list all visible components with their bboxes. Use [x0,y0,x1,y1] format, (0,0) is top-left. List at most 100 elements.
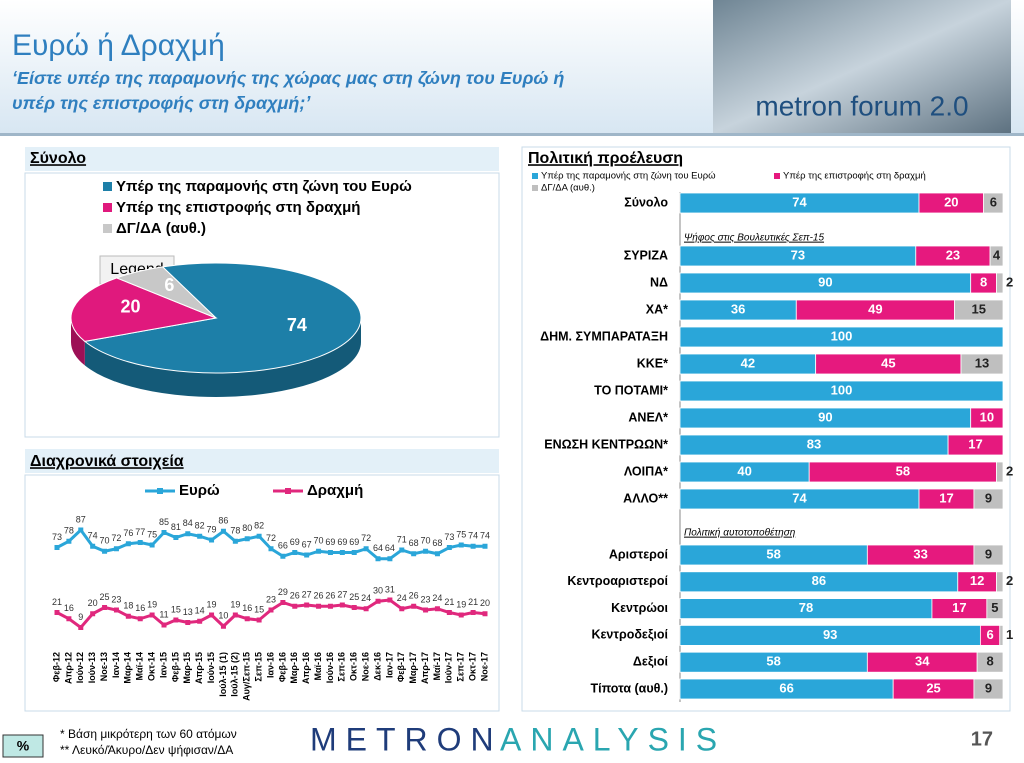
point [66,616,72,622]
bar-segment [954,299,1004,321]
brand: METRON [310,721,503,757]
point [102,605,108,610]
panel-title: Διαχρονικά στοιχεία [30,453,184,470]
data-label: 73 [444,532,454,542]
point [458,612,464,618]
x-tick-label: Απρ-16 [301,652,311,684]
point [209,612,215,618]
category-label: Κεντροδεξιοί [591,628,668,642]
pie-side [71,318,85,366]
data-label: 78 [64,526,74,536]
legend-swatch [532,173,538,179]
point [268,546,274,552]
x-tick-label: Μαρ-15 [182,652,192,684]
legend-label: Ευρώ [179,482,220,499]
data-label: 82 [254,521,264,531]
data-label: 10 [218,611,228,621]
brand: ANALYSIS [500,721,726,757]
legend-marker [285,488,291,494]
data-label: 100 [831,382,853,397]
data-label: 25 [926,680,940,695]
data-label: 74 [287,315,307,335]
data-label: 70 [314,536,324,546]
pie-slice [83,262,362,374]
point [102,548,108,554]
category-label: Σύνολο [624,195,668,209]
data-label: 25 [349,592,359,602]
data-label: 93 [823,627,837,642]
data-label: 17 [952,600,966,615]
point [470,543,476,549]
legend-swatch [103,182,112,191]
x-tick-label: Νοε-17 [479,652,489,681]
data-label: 25 [100,592,110,602]
data-label: 6 [986,627,993,642]
x-tick-label: Δεκ-16 [372,652,382,681]
data-label: 24 [361,593,371,603]
data-label: 69 [325,537,335,547]
data-label: 13 [975,355,989,370]
point [78,625,84,630]
data-label: 77 [135,527,145,537]
point [280,553,286,559]
point [66,538,72,544]
data-label: 83 [807,436,821,451]
x-tick-label: Σεπ-17 [456,652,466,682]
point [125,613,131,619]
point [54,610,60,615]
x-tick-label: Ιαν-17 [384,652,394,678]
data-label: 78 [230,526,240,536]
point [161,622,167,628]
point [316,548,322,554]
point [232,538,238,544]
data-label: 75 [147,529,157,539]
data-label: 69 [290,537,300,547]
bar-segment [947,434,1004,456]
point [90,543,96,549]
data-label: 13 [183,607,193,617]
category-label: ΑΛΛΟ** [623,491,668,505]
category-label: ΣΥΡΙΖΑ [624,248,668,262]
legend-label: ΔΓ/ΔΑ (αυθ.) [116,220,206,237]
bar-segment [960,353,1004,375]
footnote: ** Λευκό/Άκυρο/Δεν ψήφισαν/ΔΑ [60,743,233,757]
bar-segment [983,192,1004,214]
panel [24,474,500,712]
data-label: 74 [792,194,807,209]
x-tick-label: Σεπ-15 [253,652,263,682]
data-label: 45 [881,355,895,370]
point [375,556,381,562]
x-tick-label: Φεβ-12 [51,652,61,682]
category-label: ΑΝΕΛ* [628,410,668,424]
x-tick-label: Ιούν-12 [75,652,85,683]
x-tick-label: Απρ-15 [194,652,204,684]
point [90,611,96,617]
data-label: 85 [159,517,169,527]
data-label: 80 [242,523,252,533]
point [292,603,298,609]
point [423,607,429,613]
data-label: 24 [432,593,442,603]
category-label: Τίποτα (αυθ.) [590,681,668,695]
data-label: 26 [325,591,335,601]
header-image [713,0,1011,133]
data-label: 27 [302,589,312,599]
data-label: 69 [337,537,347,547]
data-label: 64 [385,543,395,553]
data-label: 23 [946,247,960,262]
data-label: 8 [980,274,987,289]
data-label: 74 [468,531,478,541]
data-label: 6 [990,194,997,209]
point [363,606,369,612]
data-label: 36 [731,301,745,316]
point [387,556,393,562]
data-label: 81 [171,522,181,532]
data-label: 67 [302,539,312,549]
point [327,550,333,555]
point [399,547,405,553]
category-label: ΚΚΕ* [637,356,668,370]
point [458,542,464,548]
data-label: 17 [939,490,953,505]
category-label: Κεντροαριστεροί [567,574,668,588]
